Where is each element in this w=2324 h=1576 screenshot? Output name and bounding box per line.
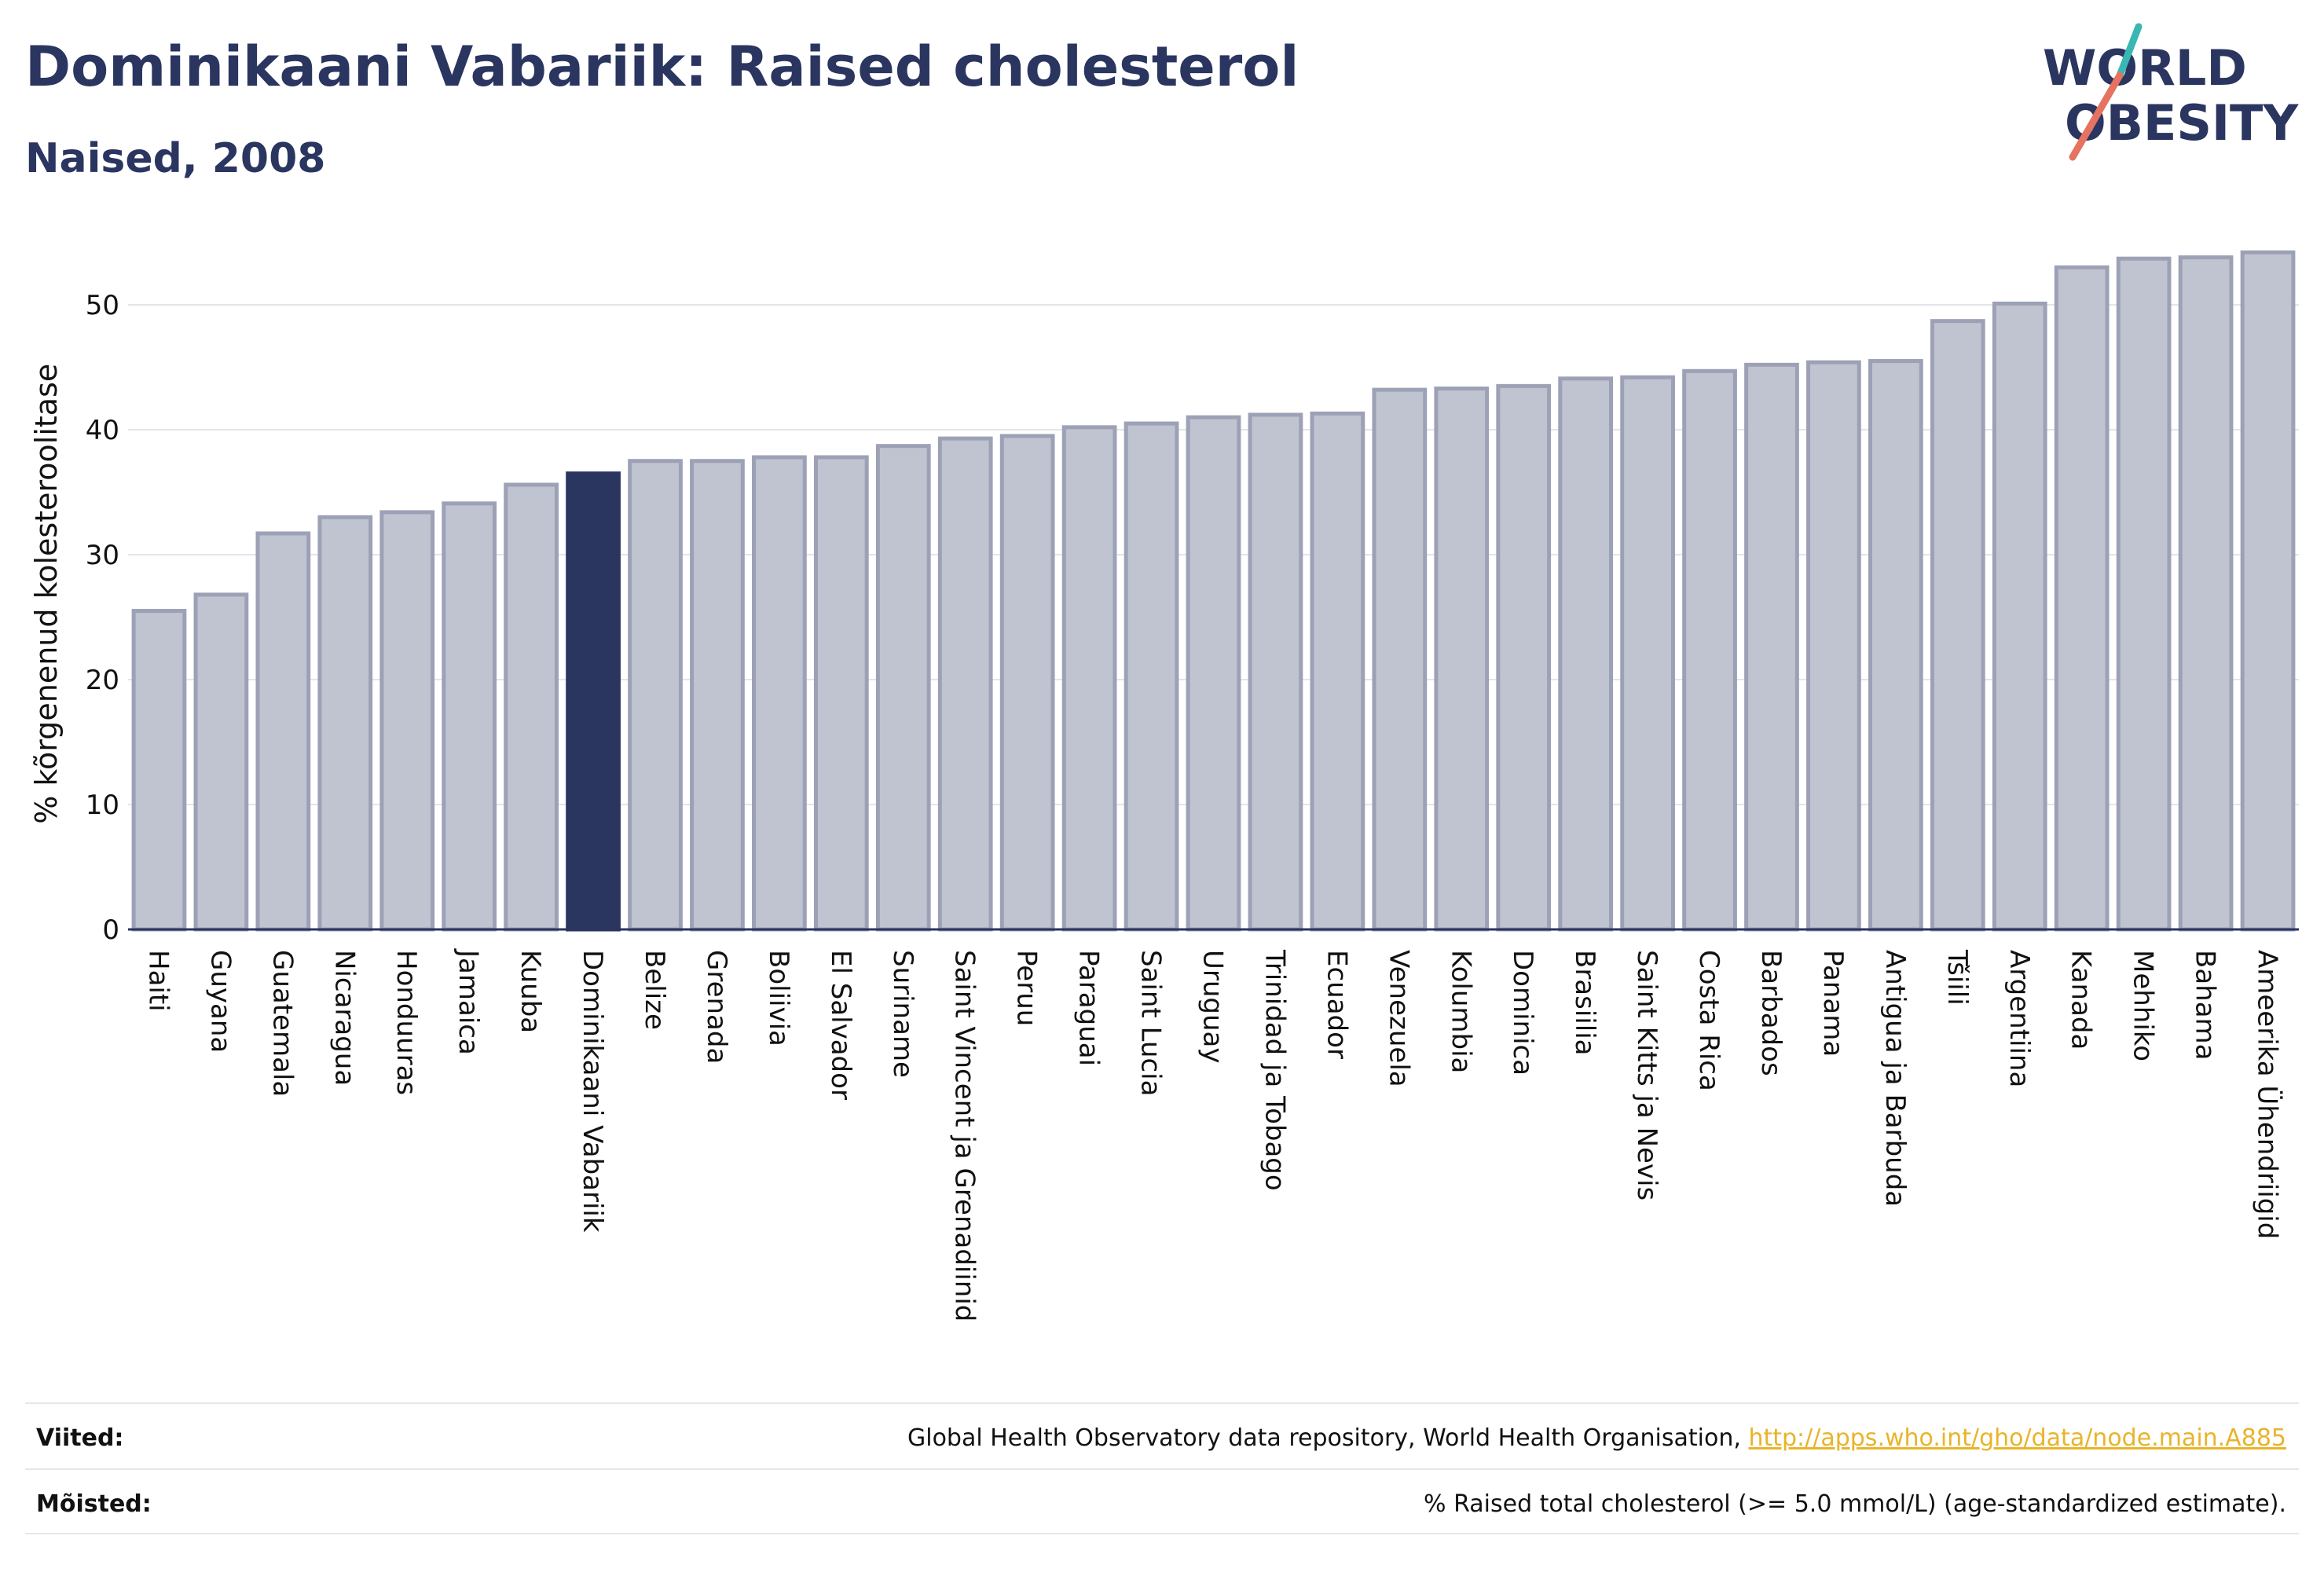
bar-kanada bbox=[2054, 265, 2110, 932]
x-tick-label: Saint Lucia bbox=[1135, 950, 1167, 1096]
x-tick-label: Guatemala bbox=[266, 950, 298, 1097]
sources-label: Viited: bbox=[36, 1424, 124, 1452]
x-tick-label: Dominica bbox=[1507, 950, 1538, 1076]
x-tick-label: Honduuras bbox=[390, 950, 422, 1095]
logo-slash-teal bbox=[2116, 23, 2143, 79]
x-tick-label: Argentiina bbox=[2003, 950, 2035, 1087]
x-tick-label: Tšiili bbox=[1941, 949, 1973, 1006]
bar-venezuela bbox=[1372, 387, 1428, 932]
y-tick-label: 50 bbox=[86, 290, 119, 321]
bar-dominica bbox=[1496, 383, 1552, 932]
bar-suriname bbox=[875, 444, 931, 932]
x-tick-label: Jamaica bbox=[453, 948, 484, 1055]
bar-guyana bbox=[193, 592, 249, 932]
x-tick-label: Guyana bbox=[204, 950, 236, 1053]
bar-el-salvador bbox=[813, 455, 869, 932]
x-tick-label: Saint Kitts ja Nevis bbox=[1631, 950, 1662, 1200]
bar-saint-kitts-ja-nevis bbox=[1620, 375, 1675, 932]
bar-peruu bbox=[999, 434, 1055, 932]
x-tick-label: Belize bbox=[639, 950, 670, 1030]
bar-ameerika-hendriigid bbox=[2240, 250, 2296, 932]
x-tick-label: Bahama bbox=[2190, 950, 2221, 1061]
x-tick-label: Haiti bbox=[142, 950, 174, 1012]
x-tick-label: Mehhiko bbox=[2128, 950, 2159, 1061]
x-tick-label: Uruguay bbox=[1197, 950, 1229, 1064]
y-axis-title: % kõrgenenud kolesteroolitase bbox=[29, 364, 64, 824]
logo-slash-coral bbox=[2069, 71, 2124, 161]
x-tick-label: Grenada bbox=[701, 950, 732, 1064]
x-tick-label: Boliivia bbox=[763, 950, 794, 1046]
bar-saint-lucia bbox=[1124, 421, 1179, 932]
x-tick-label: Kolumbia bbox=[1445, 950, 1476, 1073]
x-tick-label: Suriname bbox=[887, 950, 918, 1078]
bar-mehhiko bbox=[2116, 256, 2172, 932]
chart-subtitle: Naised, 2008 bbox=[25, 135, 326, 182]
bar-nicaragua bbox=[317, 515, 373, 932]
bar-grenada bbox=[690, 459, 745, 932]
x-tick-label: El Salvador bbox=[825, 950, 856, 1100]
sources-link[interactable]: http://apps.who.int/gho/data/node.main.A… bbox=[1748, 1424, 2286, 1452]
x-tick-label: Paraguai bbox=[1073, 950, 1105, 1066]
bar-costa-rica bbox=[1682, 368, 1737, 932]
bar-panama bbox=[1806, 360, 1861, 932]
footer-divider-bottom bbox=[25, 1533, 2299, 1534]
bar-belize bbox=[628, 459, 683, 932]
bar-jamaica bbox=[442, 501, 497, 932]
world-obesity-logo: WORLD OBESITY bbox=[2043, 23, 2299, 161]
logo-text-world: WORLD bbox=[2043, 39, 2247, 97]
bar-uruguay bbox=[1186, 415, 1241, 932]
x-tick-label: Nicaragua bbox=[328, 950, 360, 1086]
x-tick-label: Kanada bbox=[2066, 950, 2097, 1050]
x-tick-label: Saint Vincent ja Grenadiinid bbox=[949, 950, 981, 1321]
bar-barbados bbox=[1744, 362, 1799, 932]
y-tick-label: 20 bbox=[86, 665, 119, 696]
x-tick-label: Trinidad ja Tobago bbox=[1259, 949, 1290, 1191]
sources-description: Global Health Observatory data repositor… bbox=[907, 1424, 1741, 1452]
footer-divider-top bbox=[25, 1402, 2299, 1404]
definitions-text: % Raised total cholesterol (>= 5.0 mmol/… bbox=[1424, 1490, 2286, 1518]
bar-guatemala bbox=[255, 531, 311, 932]
bar-paraguai bbox=[1061, 425, 1117, 932]
bar-ecuador bbox=[1310, 411, 1365, 932]
x-tick-label: Kuuba bbox=[515, 950, 546, 1033]
bar-brasiilia bbox=[1558, 376, 1614, 932]
bar-chart: 0 10 20 30 40 50 % kõrgenenud kolesteroolitase… bbox=[29, 250, 2299, 1321]
x-tick-label: Costa Rica bbox=[1693, 950, 1725, 1091]
chart-title: Dominikaani Vabariik: Raised cholesterol bbox=[25, 35, 1299, 99]
bar-argentiina bbox=[1992, 301, 2047, 932]
x-tick-label: Dominikaani Vabariik bbox=[577, 950, 608, 1233]
definitions-label: Mõisted: bbox=[36, 1490, 152, 1518]
x-tick-label: Antigua ja Barbuda bbox=[1879, 950, 1911, 1207]
bar-saint-vincent-ja-grenadiinid bbox=[937, 436, 993, 932]
x-tick-label: Brasiilia bbox=[1569, 950, 1600, 1055]
bar-boliivia bbox=[752, 455, 807, 932]
bar-bahama bbox=[2178, 255, 2234, 932]
y-tick-label: 0 bbox=[102, 914, 119, 946]
bar-haiti bbox=[131, 609, 187, 932]
bar-kuuba bbox=[504, 482, 559, 932]
bar-honduuras bbox=[379, 510, 435, 932]
bar-dominikaani-vabariik bbox=[566, 471, 621, 932]
x-tick-label: Ecuador bbox=[1321, 950, 1352, 1059]
y-tick-label: 40 bbox=[86, 415, 119, 446]
x-tick-label: Panama bbox=[1817, 950, 1849, 1057]
footer-divider-middle bbox=[25, 1468, 2299, 1470]
bar-trinidad-ja-tobago bbox=[1248, 412, 1303, 932]
x-tick-label: Peruu bbox=[1011, 950, 1043, 1026]
sources-text: Global Health Observatory data repositor… bbox=[907, 1424, 2286, 1452]
bar-antigua-ja-barbuda bbox=[1868, 359, 1923, 932]
x-tick-label: Venezuela bbox=[1383, 950, 1414, 1087]
bar-t-iili bbox=[1930, 319, 1985, 932]
bar-kolumbia bbox=[1434, 387, 1490, 932]
x-tick-label: Barbados bbox=[1755, 950, 1787, 1076]
y-tick-label: 30 bbox=[86, 540, 119, 571]
y-tick-label: 10 bbox=[86, 790, 119, 821]
x-tick-label: Ameerika Ühendriigid bbox=[2252, 950, 2284, 1239]
